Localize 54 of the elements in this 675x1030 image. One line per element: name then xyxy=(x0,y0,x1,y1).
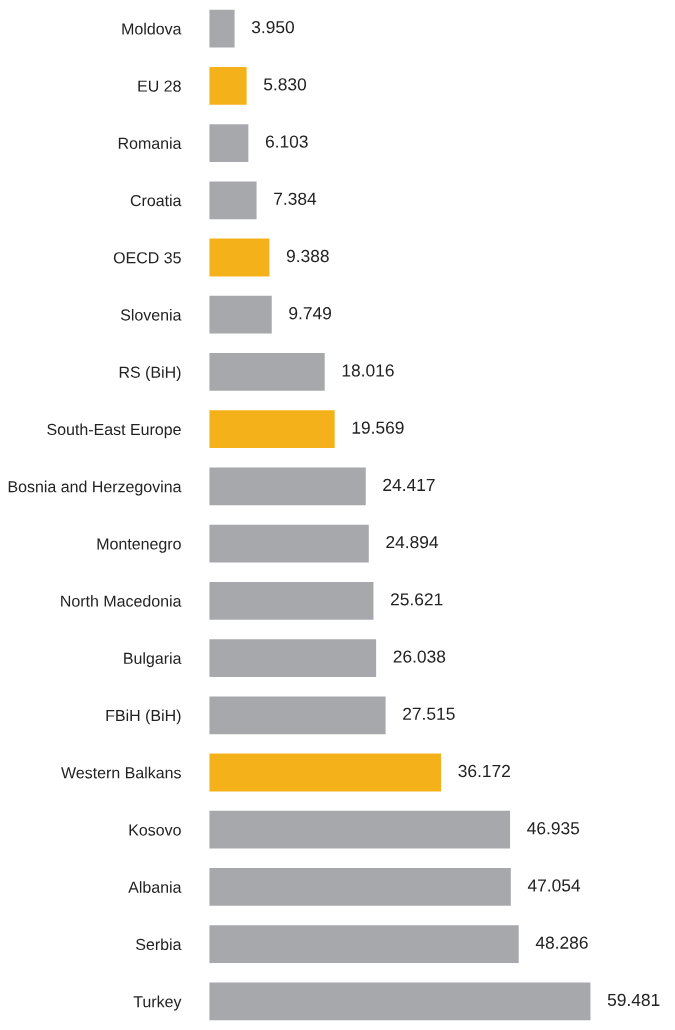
data-label: 6.103 xyxy=(265,135,308,148)
y-tick-label: Kosovo xyxy=(129,824,181,836)
y-tick-label: North Macedonia xyxy=(61,595,182,607)
data-label: 9.749 xyxy=(289,307,332,320)
data-label: 19.569 xyxy=(352,421,404,434)
data-label: 5.830 xyxy=(263,78,307,91)
data-label: 47.054 xyxy=(527,879,581,892)
data-label: 9.388 xyxy=(286,249,329,263)
data-label: 26.038 xyxy=(393,650,446,663)
bar xyxy=(209,66,247,105)
bar xyxy=(209,467,366,506)
data-label: 3.950 xyxy=(251,20,294,34)
data-label: 27.515 xyxy=(403,707,455,720)
bar xyxy=(209,9,235,48)
y-tick-label: Bosnia and Herzegovina xyxy=(8,480,182,496)
y-tick-label: Western Balkans xyxy=(61,766,181,779)
bar xyxy=(209,696,386,735)
y-tick-label: OECD 35 xyxy=(113,252,181,264)
bar xyxy=(209,581,374,620)
y-tick-label: Romania xyxy=(118,137,182,149)
y-tick-label: Turkey xyxy=(133,995,182,1011)
data-label: 24.417 xyxy=(383,478,435,491)
bar xyxy=(209,639,377,677)
bar xyxy=(209,925,519,964)
data-label: 7.384 xyxy=(274,192,317,205)
y-tick-label: Montenegro xyxy=(97,538,181,553)
y-tick-label: South-East Europe xyxy=(47,423,181,439)
data-label: 24.894 xyxy=(386,535,439,549)
bar xyxy=(209,868,511,906)
data-label: 48.286 xyxy=(535,936,588,949)
data-label: 59.481 xyxy=(607,993,660,1007)
y-tick-label: Bulgaria xyxy=(124,652,182,668)
y-tick-label: EU 28 xyxy=(138,80,181,92)
bar xyxy=(209,524,369,563)
data-label: 46.935 xyxy=(527,822,580,835)
y-tick-label: Moldova xyxy=(122,22,182,35)
data-label: 18.016 xyxy=(342,364,394,377)
bar xyxy=(209,810,511,849)
y-tick-label: Serbia xyxy=(136,938,182,951)
data-label: 36.172 xyxy=(458,764,510,778)
bar xyxy=(209,295,272,334)
bar xyxy=(209,238,270,277)
bar xyxy=(209,181,257,220)
bar xyxy=(209,982,591,1021)
bar xyxy=(209,753,442,792)
bar xyxy=(209,124,249,162)
bar xyxy=(209,410,335,449)
y-tick-label: Slovenia xyxy=(120,308,182,321)
y-tick-label: Albania xyxy=(128,881,182,893)
data-label: 25.621 xyxy=(391,593,443,606)
y-tick-label: Croatia xyxy=(130,194,182,207)
y-tick-label: FBiH (BiH) xyxy=(106,709,181,725)
bar xyxy=(209,353,325,391)
y-tick-label: RS (BiH) xyxy=(119,366,181,382)
